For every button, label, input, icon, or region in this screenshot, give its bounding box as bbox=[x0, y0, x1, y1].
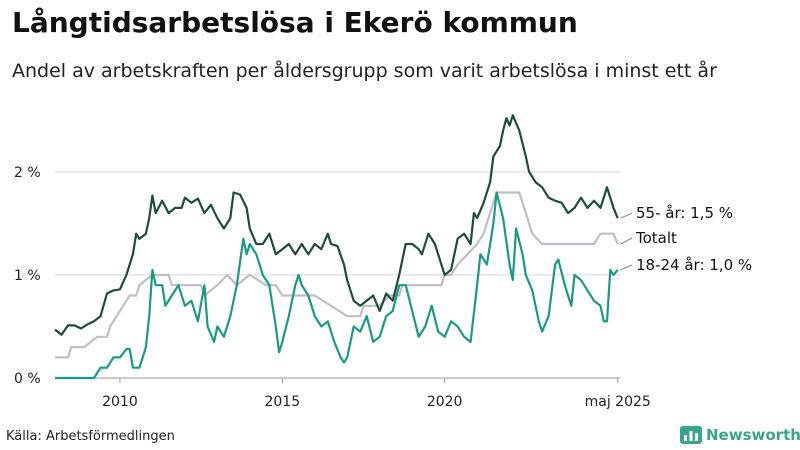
brand-name: Newsworthy bbox=[706, 426, 800, 444]
newsworthy-bar-chart-icon bbox=[680, 426, 702, 444]
series-line-total bbox=[55, 191, 619, 359]
x-tick-label: 2020 bbox=[427, 394, 463, 410]
leader-line-s55 bbox=[620, 212, 633, 219]
series-end-label-young: 18-24 år: 1,0 % bbox=[636, 256, 752, 274]
brand-logo: Newsworthy bbox=[680, 426, 800, 444]
leader-line-total bbox=[620, 237, 633, 245]
x-tick-label: maj 2025 bbox=[585, 394, 651, 410]
x-tick-label: 2010 bbox=[102, 394, 138, 410]
axes: 0 % 1 % 2 % 2010 2015 2020 maj 2025 bbox=[14, 165, 651, 410]
end-labels: 55- år: 1,5 % Totalt 18-24 år: 1,0 % bbox=[620, 204, 752, 274]
chart-subtitle: Andel av arbetskraften per åldersgrupp s… bbox=[12, 60, 717, 82]
series-line-s55 bbox=[54, 114, 619, 336]
series-end-label-total: Totalt bbox=[635, 229, 677, 247]
leader-line-young bbox=[620, 264, 633, 271]
y-tick-label: 0 % bbox=[14, 371, 41, 387]
series-line-young bbox=[55, 191, 619, 380]
chart-title: Långtidsarbetslösa i Ekerö kommun bbox=[12, 6, 578, 39]
x-tick-label: 2015 bbox=[264, 394, 300, 410]
y-tick-label: 1 % bbox=[14, 268, 41, 284]
series-end-label-s55: 55- år: 1,5 % bbox=[636, 204, 733, 222]
y-tick-label: 2 % bbox=[14, 165, 41, 181]
source-note: Källa: Arbetsförmedlingen bbox=[6, 429, 175, 444]
series-lines bbox=[54, 114, 619, 380]
